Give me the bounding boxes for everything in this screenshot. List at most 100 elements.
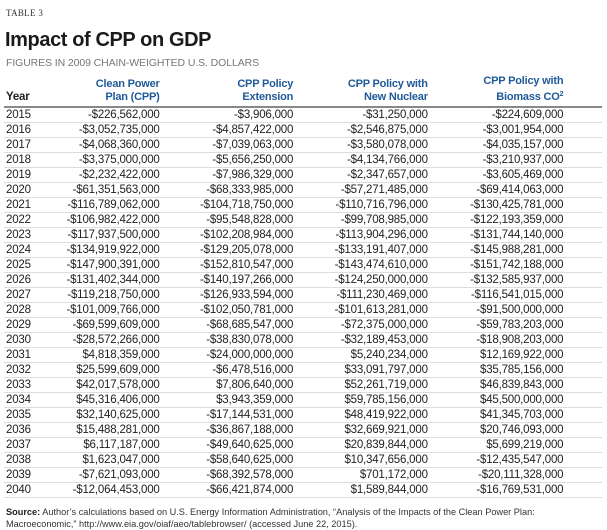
cell-year: 2022 (4, 212, 46, 228)
cell-nuclear: -$133,191,407,000 (293, 242, 428, 258)
cell-extension: -$17,144,531,000 (159, 407, 293, 423)
cell-nuclear: -$57,271,485,000 (293, 182, 428, 198)
cell-cpp: $32,140,625,000 (45, 407, 160, 423)
table-row: 2030 -$28,572,266,000 -$38,830,078,000 -$32… (4, 332, 602, 348)
cell-extension: -$7,986,329,000 (159, 167, 293, 183)
cell-cpp: -$119,218,750,000 (45, 287, 160, 303)
cell-extension: -$68,333,985,000 (159, 182, 293, 198)
cell-extension: -$38,830,078,000 (159, 332, 293, 348)
table-row: 2039 -$7,621,093,000 -$68,392,578,000 $701,… (4, 467, 602, 483)
cell-year: 2023 (4, 227, 46, 243)
header-biomass-line2: Biomass CO (496, 91, 560, 103)
cell-extension: -$66,421,874,000 (159, 482, 293, 498)
header-year: Year (4, 75, 46, 108)
header-extension-line2: Extension (242, 91, 294, 103)
cell-cpp: -$134,919,922,000 (45, 242, 160, 258)
gdp-impact-table: Year Clean Power Plan (CPP) CPP Policy Ext… (4, 75, 602, 498)
cell-nuclear: -$99,708,985,000 (293, 212, 428, 228)
cell-extension: -$68,392,578,000 (159, 467, 293, 483)
cell-biomass: $46,839,843,000 (427, 377, 564, 393)
cell-cpp: -$2,232,422,000 (45, 167, 160, 183)
cell-year: 2029 (4, 317, 46, 333)
cell-spacer (563, 422, 602, 438)
cell-spacer (563, 362, 602, 378)
cell-spacer (563, 482, 602, 498)
table-row: 2017 -$4,068,360,000 -$7,039,063,000 -$3,58… (4, 137, 602, 153)
header-cpp-line2: Plan (CPP) (105, 91, 160, 103)
cell-year: 2027 (4, 287, 46, 303)
cell-year: 2018 (4, 152, 46, 168)
cell-spacer (563, 407, 602, 423)
cell-year: 2039 (4, 467, 46, 483)
table-row: 2025 -$147,900,391,000 -$152,810,547,000 -$… (4, 257, 602, 273)
cell-biomass: -$20,111,328,000 (427, 467, 564, 483)
cell-year: 2030 (4, 332, 46, 348)
cell-year: 2019 (4, 167, 46, 183)
table-row: 2029 -$69,599,609,000 -$68,685,547,000 -$72… (4, 317, 602, 333)
cell-biomass: $12,169,922,000 (427, 347, 564, 363)
cell-biomass: $45,500,000,000 (427, 392, 564, 408)
cell-cpp: -$4,068,360,000 (45, 137, 160, 153)
header-cpp-line1: Clean Power (95, 78, 160, 90)
table-row: 2023 -$117,937,500,000 -$102,208,984,000 -$… (4, 227, 602, 243)
cell-extension: -$140,197,266,000 (159, 272, 293, 288)
cell-year: 2031 (4, 347, 46, 363)
table-row: 2021 -$116,789,062,000 -$104,718,750,000 -$… (4, 197, 602, 213)
cell-cpp: -$12,064,453,000 (45, 482, 160, 498)
cell-nuclear: -$143,474,610,000 (293, 257, 428, 273)
cell-biomass: $35,785,156,000 (427, 362, 564, 378)
cell-biomass: -$3,605,469,000 (427, 167, 564, 183)
cell-year: 2038 (4, 452, 46, 468)
cell-biomass: -$116,541,015,000 (427, 287, 564, 303)
cell-year: 2033 (4, 377, 46, 393)
cell-year: 2016 (4, 122, 46, 138)
cell-biomass: -$16,769,531,000 (427, 482, 564, 498)
cell-biomass: -$151,742,188,000 (427, 257, 564, 273)
cell-nuclear: -$113,904,296,000 (293, 227, 428, 243)
cell-cpp: -$106,982,422,000 (45, 212, 160, 228)
cell-nuclear: $10,347,656,000 (293, 452, 428, 468)
cell-spacer (563, 272, 602, 288)
cell-nuclear: $48,419,922,000 (293, 407, 428, 423)
page-title: Impact of CPP on GDP (5, 29, 212, 51)
cell-extension: -$58,640,625,000 (159, 452, 293, 468)
cell-spacer (563, 287, 602, 303)
cell-year: 2026 (4, 272, 46, 288)
cell-cpp: -$61,351,563,000 (45, 182, 160, 198)
header-biomass-sup: 2 (559, 91, 564, 98)
header-nuclear-line2: New Nuclear (363, 91, 428, 103)
cell-spacer (563, 212, 602, 228)
header-spacer (563, 75, 602, 108)
cell-cpp: -$28,572,266,000 (45, 332, 160, 348)
cell-extension: $7,806,640,000 (159, 377, 293, 393)
cell-biomass: -$91,500,000,000 (427, 302, 564, 318)
cell-cpp: -$7,621,093,000 (45, 467, 160, 483)
cell-biomass: -$69,414,063,000 (427, 182, 564, 198)
cell-nuclear: $52,261,719,000 (293, 377, 428, 393)
cell-extension: -$102,050,781,000 (159, 302, 293, 318)
cell-nuclear: -$31,250,000 (293, 107, 428, 123)
header-extension-line1: CPP Policy (237, 78, 294, 90)
source-label: Source: (6, 507, 41, 517)
subtitle: FIGURES IN 2009 CHAIN-WEIGHTED U.S. DOLL… (6, 57, 260, 69)
cell-cpp: -$3,052,735,000 (45, 122, 160, 138)
cell-nuclear: $33,091,797,000 (293, 362, 428, 378)
cell-biomass: -$3,001,954,000 (427, 122, 564, 138)
cell-spacer (563, 182, 602, 198)
cell-nuclear: $32,669,921,000 (293, 422, 428, 438)
cell-cpp: $1,623,047,000 (45, 452, 160, 468)
cell-extension: -$6,478,516,000 (159, 362, 293, 378)
table-label: TABLE 3 (6, 8, 44, 18)
cell-cpp: -$117,937,500,000 (45, 227, 160, 243)
cell-extension: -$49,640,625,000 (159, 437, 293, 453)
cell-extension: -$68,685,547,000 (159, 317, 293, 333)
table-row: 2016 -$3,052,735,000 -$4,857,422,000 -$2,54… (4, 122, 602, 138)
table-row: 2040 -$12,064,453,000 -$66,421,874,000 $1,5… (4, 482, 602, 498)
cell-year: 2020 (4, 182, 46, 198)
cell-biomass: $20,746,093,000 (427, 422, 564, 438)
cell-nuclear: $5,240,234,000 (293, 347, 428, 363)
table-row: 2019 -$2,232,422,000 -$7,986,329,000 -$2,34… (4, 167, 602, 183)
cell-spacer (563, 467, 602, 483)
cell-cpp: $6,117,187,000 (45, 437, 160, 453)
